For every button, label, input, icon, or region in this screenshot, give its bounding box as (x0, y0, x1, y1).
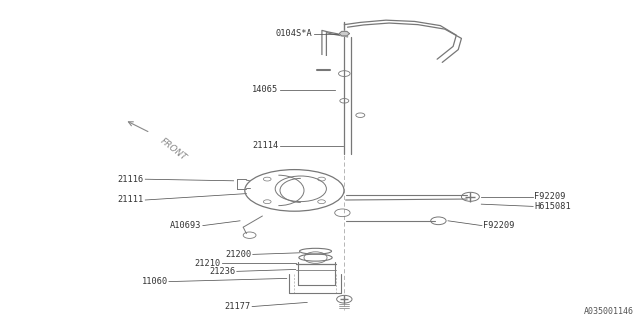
Text: 21200: 21200 (225, 250, 252, 259)
Text: A10693: A10693 (170, 221, 202, 230)
Text: 21210: 21210 (195, 259, 221, 268)
Text: F92209: F92209 (483, 221, 515, 230)
Text: 21114: 21114 (252, 141, 278, 150)
Text: 0104S*A: 0104S*A (276, 29, 312, 38)
Text: H615081: H615081 (534, 202, 571, 211)
Text: 21177: 21177 (225, 302, 251, 311)
Polygon shape (339, 31, 349, 36)
Text: F92209: F92209 (534, 192, 566, 201)
Text: 14065: 14065 (252, 85, 278, 94)
Text: 21111: 21111 (118, 196, 144, 204)
Text: 21236: 21236 (209, 267, 236, 276)
Text: A035001146: A035001146 (584, 307, 634, 316)
Text: 21116: 21116 (118, 175, 144, 184)
Text: FRONT: FRONT (158, 136, 188, 162)
Text: 11060: 11060 (141, 277, 168, 286)
